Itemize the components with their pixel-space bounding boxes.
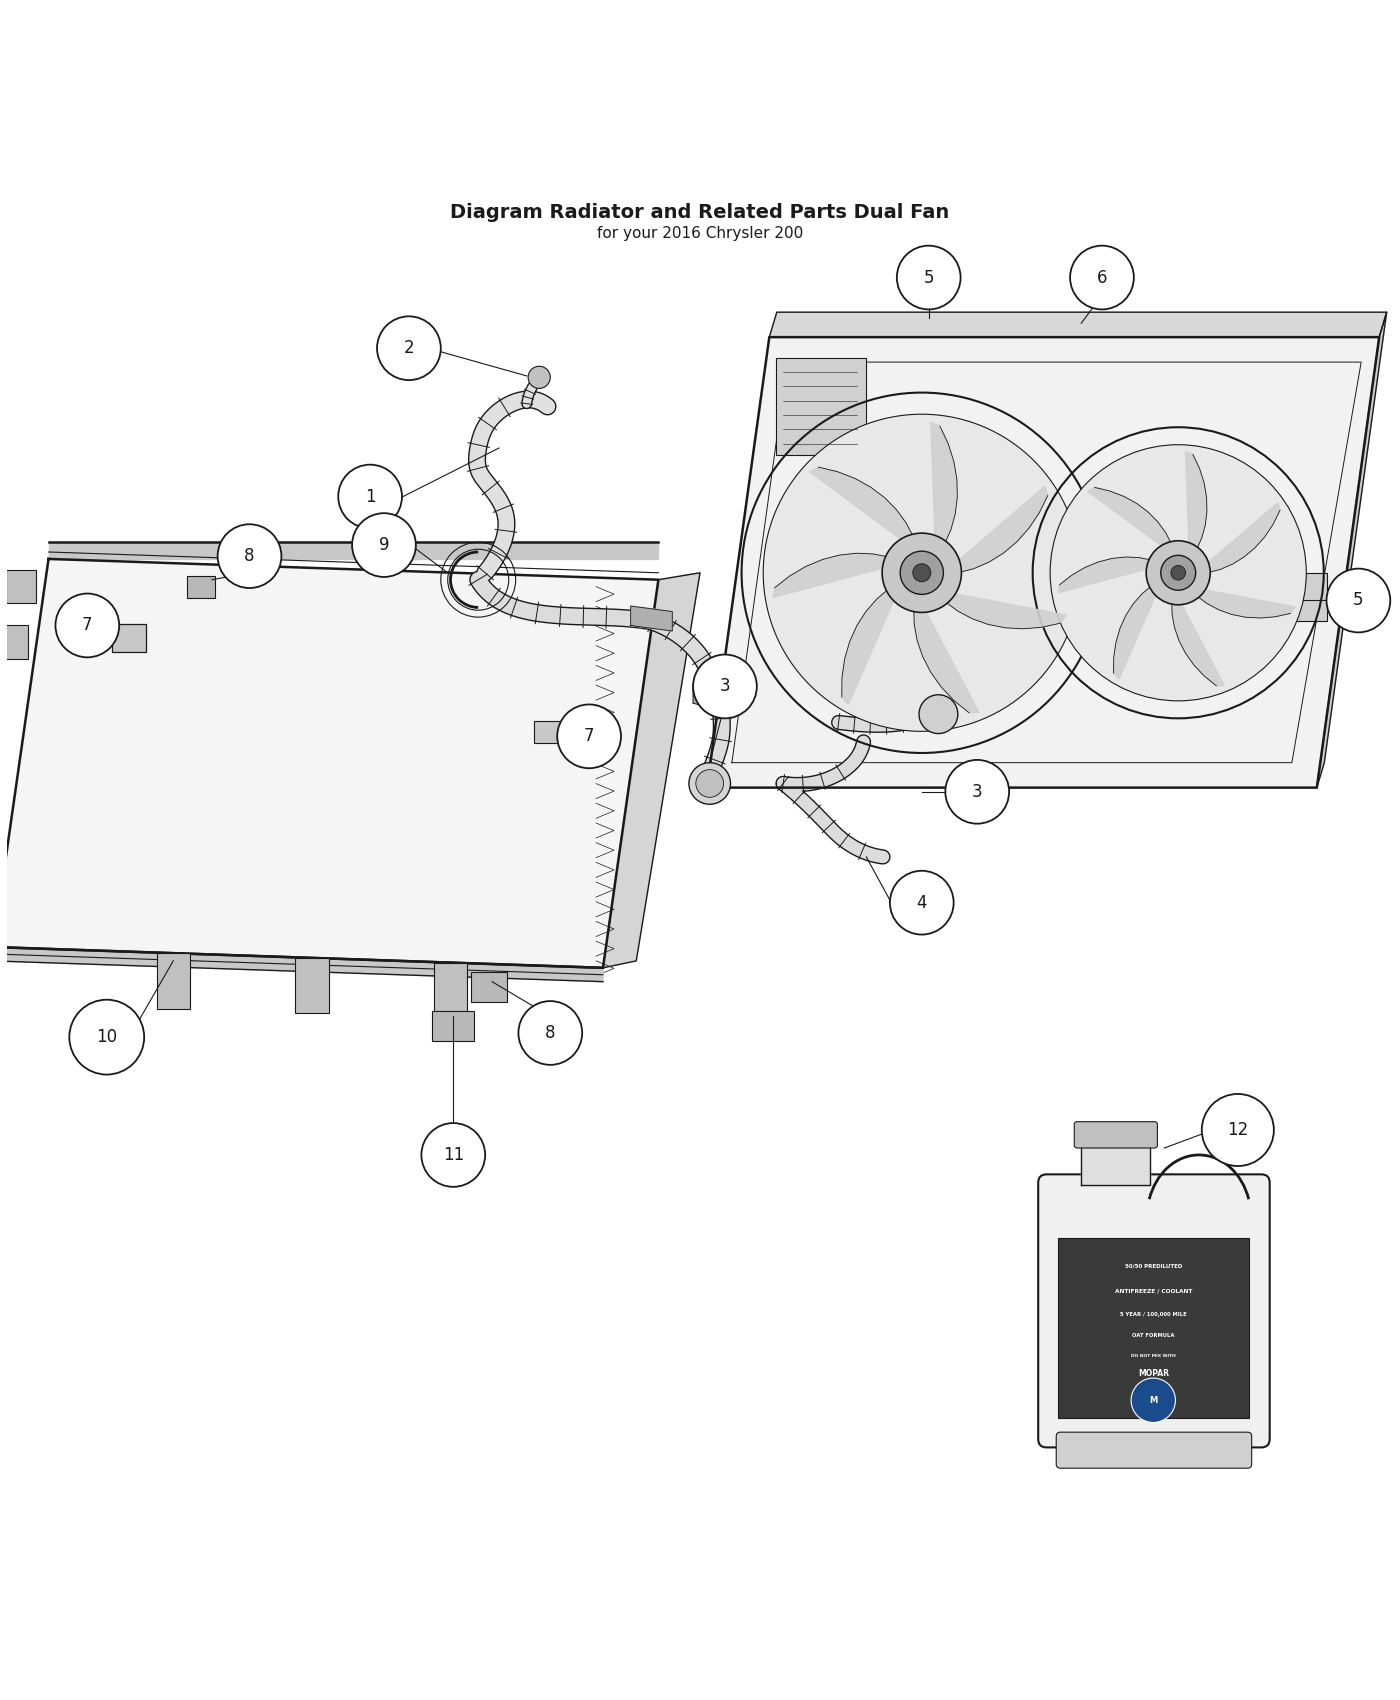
FancyBboxPatch shape — [533, 721, 561, 743]
Text: MOPAR: MOPAR — [1138, 1370, 1169, 1379]
Text: 3: 3 — [972, 782, 983, 801]
Text: 10: 10 — [97, 1028, 118, 1046]
Text: for your 2016 Chrysler 200: for your 2016 Chrysler 200 — [596, 226, 804, 241]
Polygon shape — [1172, 600, 1225, 685]
FancyBboxPatch shape — [295, 957, 329, 1013]
Circle shape — [763, 415, 1081, 731]
Polygon shape — [1205, 503, 1280, 573]
Text: 5: 5 — [1354, 592, 1364, 610]
FancyBboxPatch shape — [1292, 573, 1327, 620]
Circle shape — [1131, 1379, 1176, 1423]
Polygon shape — [914, 607, 979, 712]
Polygon shape — [630, 605, 672, 631]
Text: 50/50 PREDILUTED: 50/50 PREDILUTED — [1124, 1263, 1182, 1268]
Circle shape — [945, 760, 1009, 824]
Circle shape — [1170, 566, 1186, 580]
Text: 2: 2 — [403, 340, 414, 357]
Polygon shape — [1317, 313, 1386, 787]
Text: ANTIFREEZE / COOLANT: ANTIFREEZE / COOLANT — [1114, 1289, 1191, 1294]
Circle shape — [918, 695, 958, 734]
Text: 4: 4 — [917, 894, 927, 911]
Text: 3: 3 — [720, 677, 731, 695]
Polygon shape — [0, 559, 658, 967]
Polygon shape — [603, 573, 700, 967]
Text: DO NOT MIX WITH: DO NOT MIX WITH — [1131, 1353, 1176, 1358]
Text: 7: 7 — [83, 617, 92, 634]
Circle shape — [689, 763, 731, 804]
Circle shape — [693, 654, 757, 719]
FancyBboxPatch shape — [434, 962, 468, 1018]
Circle shape — [1070, 246, 1134, 309]
Polygon shape — [693, 683, 721, 711]
Text: 11: 11 — [442, 1146, 463, 1165]
FancyBboxPatch shape — [112, 624, 146, 651]
Circle shape — [339, 464, 402, 529]
Text: 9: 9 — [379, 536, 389, 554]
FancyBboxPatch shape — [0, 626, 28, 658]
Circle shape — [1147, 541, 1210, 605]
Circle shape — [913, 564, 931, 581]
FancyBboxPatch shape — [776, 359, 867, 456]
Circle shape — [421, 1124, 486, 1187]
FancyBboxPatch shape — [1039, 1175, 1270, 1447]
Text: 8: 8 — [545, 1023, 556, 1042]
Polygon shape — [955, 486, 1047, 573]
Circle shape — [1201, 1095, 1274, 1166]
FancyBboxPatch shape — [188, 576, 214, 598]
Polygon shape — [0, 947, 603, 981]
Circle shape — [882, 534, 962, 612]
Circle shape — [518, 1001, 582, 1064]
FancyBboxPatch shape — [1056, 1431, 1252, 1469]
Text: 7: 7 — [584, 728, 595, 745]
FancyBboxPatch shape — [157, 954, 190, 1008]
Polygon shape — [1186, 450, 1207, 551]
Text: 12: 12 — [1228, 1120, 1249, 1139]
FancyBboxPatch shape — [1074, 1122, 1158, 1148]
Polygon shape — [773, 552, 889, 597]
Circle shape — [890, 870, 953, 935]
Circle shape — [70, 1000, 144, 1074]
Circle shape — [377, 316, 441, 381]
Polygon shape — [770, 313, 1386, 337]
Circle shape — [217, 524, 281, 588]
Circle shape — [56, 593, 119, 658]
Text: M: M — [1149, 1396, 1158, 1404]
Text: 5 YEAR / 100,000 MILE: 5 YEAR / 100,000 MILE — [1120, 1312, 1187, 1318]
Polygon shape — [707, 337, 1379, 787]
Text: OAT FORMULA: OAT FORMULA — [1133, 1333, 1175, 1338]
Text: Diagram Radiator and Related Parts Dual Fan: Diagram Radiator and Related Parts Dual … — [451, 202, 949, 223]
Circle shape — [696, 770, 724, 797]
Circle shape — [557, 704, 622, 768]
Polygon shape — [49, 542, 658, 559]
Polygon shape — [944, 593, 1067, 629]
Circle shape — [351, 513, 416, 576]
Polygon shape — [841, 588, 896, 704]
Polygon shape — [931, 422, 958, 544]
FancyBboxPatch shape — [472, 972, 507, 1003]
Circle shape — [528, 366, 550, 388]
Circle shape — [1161, 556, 1196, 590]
Circle shape — [1327, 568, 1390, 632]
Polygon shape — [1081, 1141, 1151, 1185]
Text: 1: 1 — [365, 488, 375, 505]
FancyBboxPatch shape — [6, 570, 36, 603]
Polygon shape — [1058, 558, 1152, 593]
FancyBboxPatch shape — [433, 1012, 475, 1042]
Polygon shape — [1113, 585, 1158, 678]
Circle shape — [1050, 445, 1306, 700]
Polygon shape — [1088, 488, 1172, 547]
Polygon shape — [809, 468, 914, 542]
FancyBboxPatch shape — [1057, 1238, 1249, 1418]
Text: 8: 8 — [244, 547, 255, 564]
Polygon shape — [1197, 588, 1295, 619]
Text: 6: 6 — [1096, 269, 1107, 287]
Circle shape — [900, 551, 944, 595]
Circle shape — [897, 246, 960, 309]
Text: 5: 5 — [924, 269, 934, 287]
